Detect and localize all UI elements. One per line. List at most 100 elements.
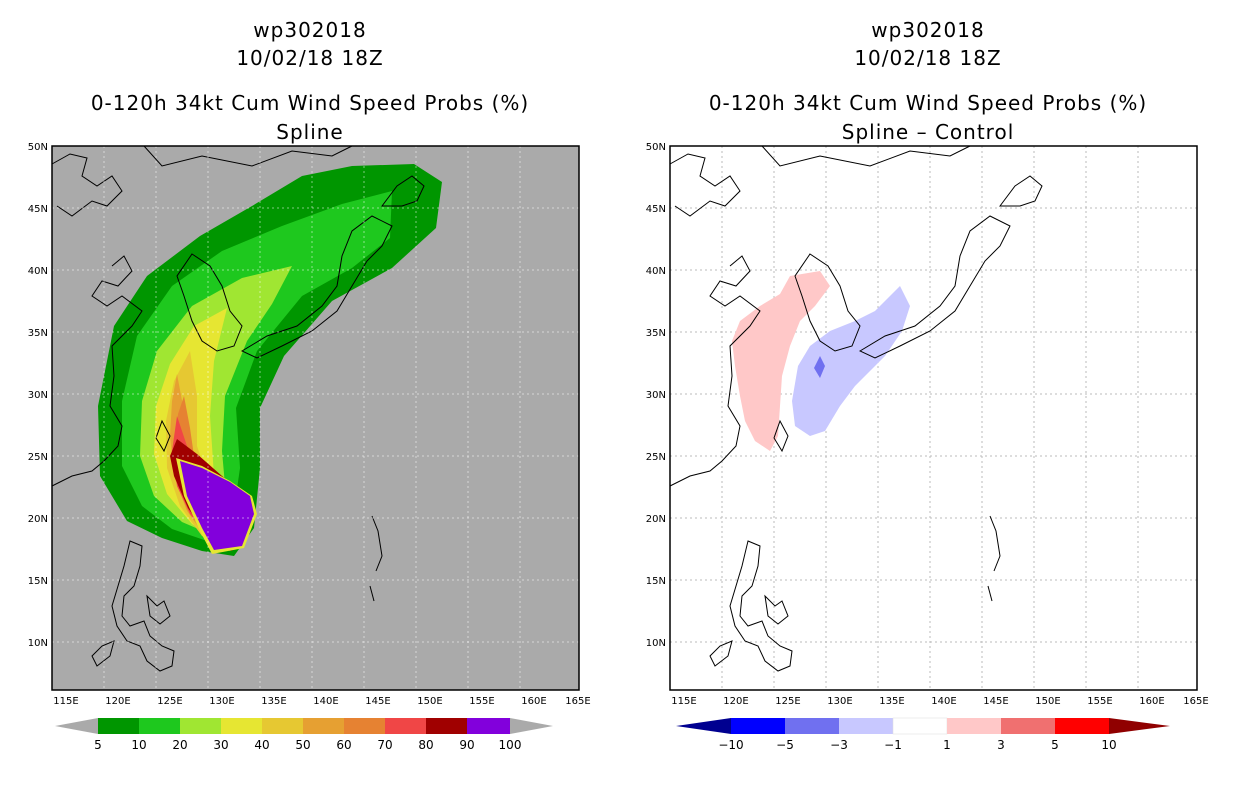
right-colorbar-swatches	[731, 717, 1109, 735]
lon-label: 155E	[469, 696, 494, 707]
colorbar-swatch	[839, 718, 893, 734]
right-colorbar-labels: −10 −5 −3 −1 1 3 5 10	[718, 738, 1116, 752]
left-colorbar-swatches	[98, 718, 510, 734]
lat-label: 10N	[28, 638, 48, 649]
colorbar-label: −1	[884, 738, 902, 752]
lon-label: 125E	[157, 696, 182, 707]
lon-label: 115E	[671, 696, 696, 707]
left-product-title: 0-120h 34kt Cum Wind Speed Probs (%)	[90, 91, 530, 115]
lat-label: 45N	[646, 204, 666, 215]
lat-label: 15N	[28, 576, 48, 587]
colorbar-swatch	[139, 718, 180, 734]
right-datetime: 10/02/18 18Z	[854, 46, 1002, 70]
right-colorbar-low-arrow	[676, 718, 731, 734]
lon-label: 130E	[209, 696, 234, 707]
lon-label: 120E	[723, 696, 748, 707]
colorbar-label: 5	[1051, 738, 1059, 752]
colorbar-label: −5	[776, 738, 794, 752]
colorbar-swatch	[1055, 718, 1109, 734]
right-grid	[670, 146, 1197, 690]
colorbar-swatch	[303, 718, 344, 734]
right-colorbar-high-arrow	[1109, 718, 1170, 734]
right-map	[669, 145, 1198, 691]
lon-label: 115E	[53, 696, 78, 707]
right-axis-labels: 50N 45N 40N 35N 30N 25N 20N 15N 10N 115E…	[646, 142, 1209, 707]
colorbar-label: 50	[295, 738, 310, 752]
colorbar-label: 1	[943, 738, 951, 752]
lon-label: 160E	[1139, 696, 1164, 707]
diff-negative-core	[814, 356, 825, 378]
colorbar-label: 5	[94, 738, 102, 752]
left-map-frame	[51, 145, 580, 691]
colorbar-label: 100	[499, 738, 522, 752]
diff-negative-region	[792, 286, 910, 436]
left-lat-labels: 50N 45N 40N 35N 30N 25N 20N 15N 10N	[28, 142, 48, 649]
left-datetime: 10/02/18 18Z	[236, 46, 384, 70]
right-subtitle: Spline – Control	[841, 120, 1015, 144]
lon-label: 150E	[1035, 696, 1060, 707]
colorbar-label: 80	[418, 738, 433, 752]
left-grid	[52, 146, 579, 690]
lat-label: 45N	[28, 204, 48, 215]
colorbar-label: 10	[1101, 738, 1116, 752]
lat-label: 30N	[646, 390, 666, 401]
colorbar-swatch	[98, 718, 139, 734]
lat-label: 20N	[28, 514, 48, 525]
colorbar-label: 70	[377, 738, 392, 752]
left-storm-id: wp302018	[253, 18, 367, 42]
colorbar-label: 60	[336, 738, 351, 752]
right-lat-labels: 50N 45N 40N 35N 30N 25N 20N 15N 10N	[646, 142, 666, 649]
lat-label: 20N	[646, 514, 666, 525]
left-colorbar-low-arrow	[55, 718, 98, 734]
colorbar-label: −10	[718, 738, 743, 752]
colorbar-label: 10	[131, 738, 146, 752]
left-lon-labels: 115E 120E 125E 130E 135E 140E 145E 150E …	[53, 696, 590, 707]
colorbar-swatch	[947, 718, 1001, 734]
right-colorbar: −10 −5 −3 −1 1 3 5 10	[676, 717, 1170, 752]
colorbar-label: 3	[997, 738, 1005, 752]
colorbar-label: 90	[459, 738, 474, 752]
lat-label: 40N	[646, 266, 666, 277]
lon-label: 140E	[313, 696, 338, 707]
lat-label: 50N	[28, 142, 48, 153]
lat-label: 30N	[28, 390, 48, 401]
colorbar-swatch	[262, 718, 303, 734]
colorbar-swatch	[731, 718, 785, 734]
colorbar-swatch	[344, 718, 385, 734]
colorbar-label: 40	[254, 738, 269, 752]
lon-label: 120E	[105, 696, 130, 707]
left-colorbar-high-arrow	[510, 718, 553, 734]
right-coastlines	[669, 145, 1043, 672]
colorbar-swatch	[1001, 718, 1055, 734]
prob-band-100	[180, 461, 254, 550]
lat-label: 25N	[646, 452, 666, 463]
left-map	[51, 145, 580, 691]
colorbar-swatch	[426, 718, 467, 734]
lon-label: 130E	[827, 696, 852, 707]
colorbar-swatch	[221, 718, 262, 734]
lon-label: 160E	[521, 696, 546, 707]
lon-label: 165E	[565, 696, 590, 707]
right-map-frame	[669, 145, 1198, 691]
lon-label: 140E	[931, 696, 956, 707]
left-colorbar: 5 10 20 30 40 50 60 70 80 90 100	[55, 718, 553, 752]
right-product-title: 0-120h 34kt Cum Wind Speed Probs (%)	[708, 91, 1148, 115]
colorbar-label: 20	[172, 738, 187, 752]
lat-label: 25N	[28, 452, 48, 463]
colorbar-label: 30	[213, 738, 228, 752]
lon-label: 155E	[1087, 696, 1112, 707]
lon-label: 145E	[365, 696, 390, 707]
colorbar-swatch	[180, 718, 221, 734]
lon-label: 135E	[261, 696, 286, 707]
lat-label: 50N	[646, 142, 666, 153]
lat-label: 35N	[646, 328, 666, 339]
lon-label: 150E	[417, 696, 442, 707]
lat-label: 15N	[646, 576, 666, 587]
lat-label: 40N	[28, 266, 48, 277]
colorbar-swatch	[385, 718, 426, 734]
colorbar-swatch	[785, 718, 839, 734]
right-lon-labels: 115E 120E 125E 130E 135E 140E 145E 150E …	[671, 696, 1208, 707]
lat-label: 35N	[28, 328, 48, 339]
lat-label: 10N	[646, 638, 666, 649]
colorbar-swatch	[467, 718, 510, 734]
